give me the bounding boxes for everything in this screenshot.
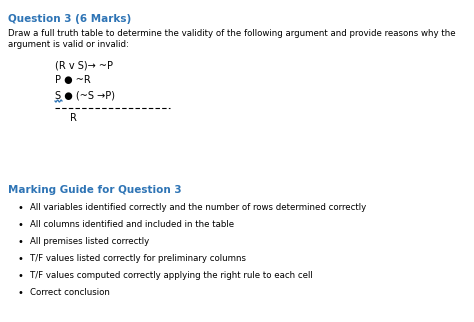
Text: argument is valid or invalid:: argument is valid or invalid: <box>8 40 129 49</box>
Text: Draw a full truth table to determine the validity of the following argument and : Draw a full truth table to determine the… <box>8 29 456 38</box>
Text: •: • <box>18 237 24 247</box>
Text: All columns identified and included in the table: All columns identified and included in t… <box>30 220 234 229</box>
Text: •: • <box>18 288 24 298</box>
Text: T/F values computed correctly applying the right rule to each cell: T/F values computed correctly applying t… <box>30 271 313 280</box>
Text: R: R <box>70 113 77 123</box>
Text: P ● ~R: P ● ~R <box>55 75 91 85</box>
Text: T/F values listed correctly for preliminary columns: T/F values listed correctly for prelimin… <box>30 254 246 263</box>
Text: •: • <box>18 220 24 230</box>
Text: Marking Guide for Question 3: Marking Guide for Question 3 <box>8 185 182 195</box>
Text: All variables identified correctly and the number of rows determined correctly: All variables identified correctly and t… <box>30 203 366 212</box>
Text: (R v S)→ ~P: (R v S)→ ~P <box>55 60 113 70</box>
Text: •: • <box>18 203 24 213</box>
Text: •: • <box>18 254 24 264</box>
Text: Correct conclusion: Correct conclusion <box>30 288 110 297</box>
Text: Question 3 (6 Marks): Question 3 (6 Marks) <box>8 14 131 24</box>
Text: •: • <box>18 271 24 281</box>
Text: All premises listed correctly: All premises listed correctly <box>30 237 149 246</box>
Text: S ● (~S →P): S ● (~S →P) <box>55 90 115 100</box>
